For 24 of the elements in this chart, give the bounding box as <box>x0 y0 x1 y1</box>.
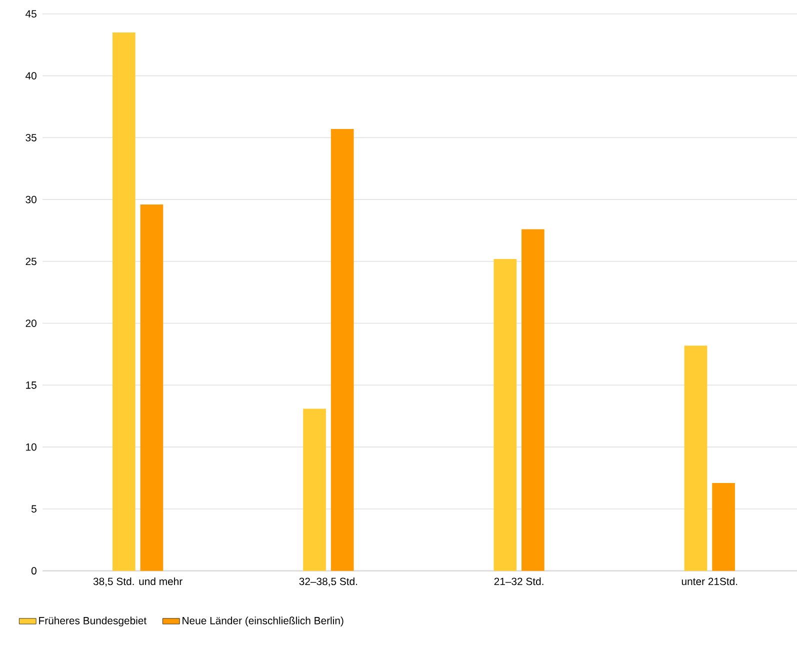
x-tick-label: 21–32 Std. <box>494 577 544 586</box>
y-tick-label: 20 <box>26 320 36 327</box>
bar <box>330 128 354 571</box>
y-tick-label: 40 <box>26 72 36 80</box>
y-tick-label: 25 <box>26 258 36 266</box>
bar <box>712 482 735 571</box>
x-tick-label: unter 21Std. <box>682 577 738 586</box>
bar <box>494 258 517 571</box>
y-tick-label: 10 <box>26 443 36 451</box>
y-tick-label: 45 <box>26 10 36 18</box>
bar <box>303 408 326 571</box>
bar <box>684 345 708 571</box>
legend-label: Neue Länder (einschließlich Berlin) <box>182 616 344 626</box>
y-tick-label: 30 <box>26 196 36 204</box>
y-tick-label: 0 <box>31 567 36 574</box>
x-tick-label: 32–38,5 Std. <box>299 577 358 586</box>
y-tick-label: 5 <box>31 505 36 512</box>
y-tick-label: 15 <box>26 381 36 389</box>
bar <box>522 229 544 571</box>
bar <box>140 204 164 571</box>
bar <box>112 32 136 571</box>
y-tick-label: 35 <box>26 134 36 142</box>
x-tick-label: 38,5 Std. und mehr <box>93 577 182 586</box>
legend-label: Früheres Bundesgebiet <box>39 616 147 626</box>
